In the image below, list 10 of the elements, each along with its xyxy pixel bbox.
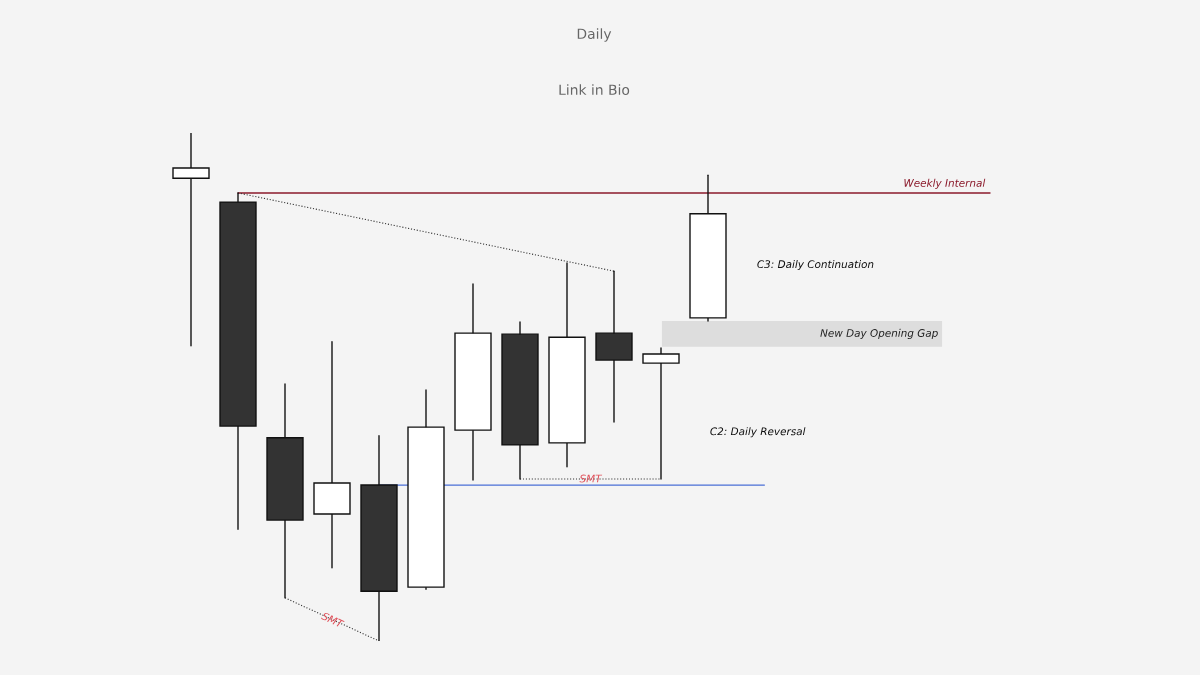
- annotation: SMT: [579, 474, 603, 483]
- candlestick: [172, 133, 210, 347]
- annotation: SMT: [320, 611, 345, 629]
- band-label: New Day Opening Gap: [820, 328, 938, 339]
- ref-line-label: Weekly Internal: [904, 178, 986, 189]
- annotation: C2: Daily Reversal: [710, 427, 806, 438]
- chart-subtitle: Link in Bio: [559, 84, 630, 96]
- text: C3: Daily Continuation: [757, 260, 874, 271]
- chart-title: Daily: [577, 28, 612, 42]
- candlestick: [642, 347, 680, 480]
